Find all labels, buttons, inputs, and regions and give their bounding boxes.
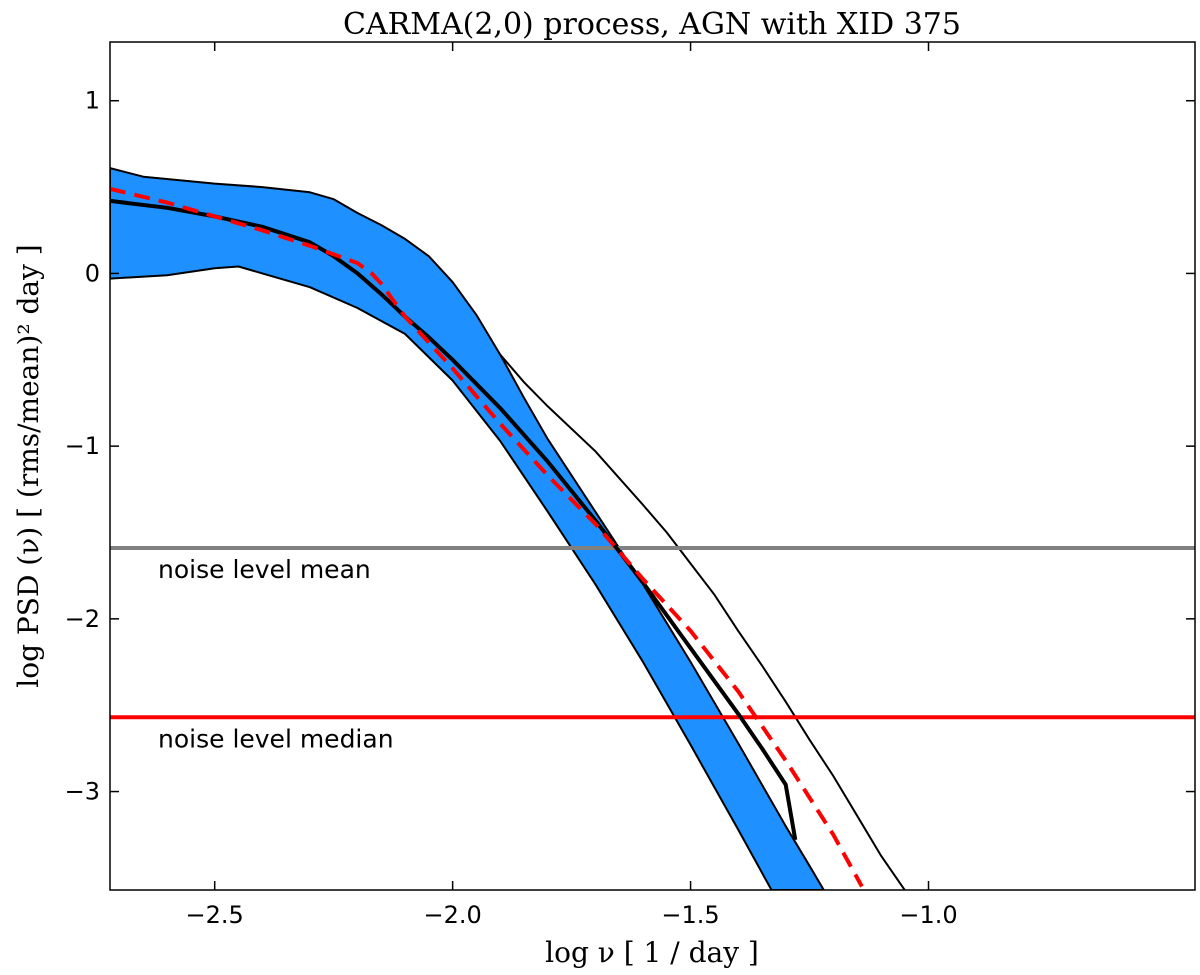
x-tick-label: −2.5 xyxy=(186,901,244,929)
y-tick-label: −2 xyxy=(65,605,100,633)
series-line-0 xyxy=(110,198,798,841)
plot-frame xyxy=(109,41,1196,891)
y-tick-label: 1 xyxy=(85,87,100,115)
data-layer xyxy=(110,167,1195,890)
series-line-1 xyxy=(110,186,864,888)
plot-area: noise level mean noise level median xyxy=(110,167,1195,890)
y-tick-label: −3 xyxy=(65,778,100,806)
y-axis-label: log PSD (ν) [ (rms/mean)² day ] xyxy=(12,244,45,687)
hline-label-1: noise level median xyxy=(158,724,394,753)
y-tick-label: −1 xyxy=(65,432,100,460)
axis-ticks: −2.5 −2.0 −1.5 −1.0 1 0 −1 −2 −3 xyxy=(65,42,1195,929)
chart-title: CARMA(2,0) process, AGN with XID 375 xyxy=(343,7,961,42)
x-axis-label: log ν [ 1 / day ] xyxy=(545,936,759,969)
hline-label-0: noise level mean xyxy=(158,555,371,584)
y-tick-label: 0 xyxy=(85,259,100,287)
x-tick-label: −1.5 xyxy=(661,901,719,929)
x-tick-label: −1.0 xyxy=(899,901,957,929)
confidence-band-edge xyxy=(499,353,906,890)
x-tick-label: −2.0 xyxy=(423,901,481,929)
confidence-band xyxy=(110,167,825,890)
